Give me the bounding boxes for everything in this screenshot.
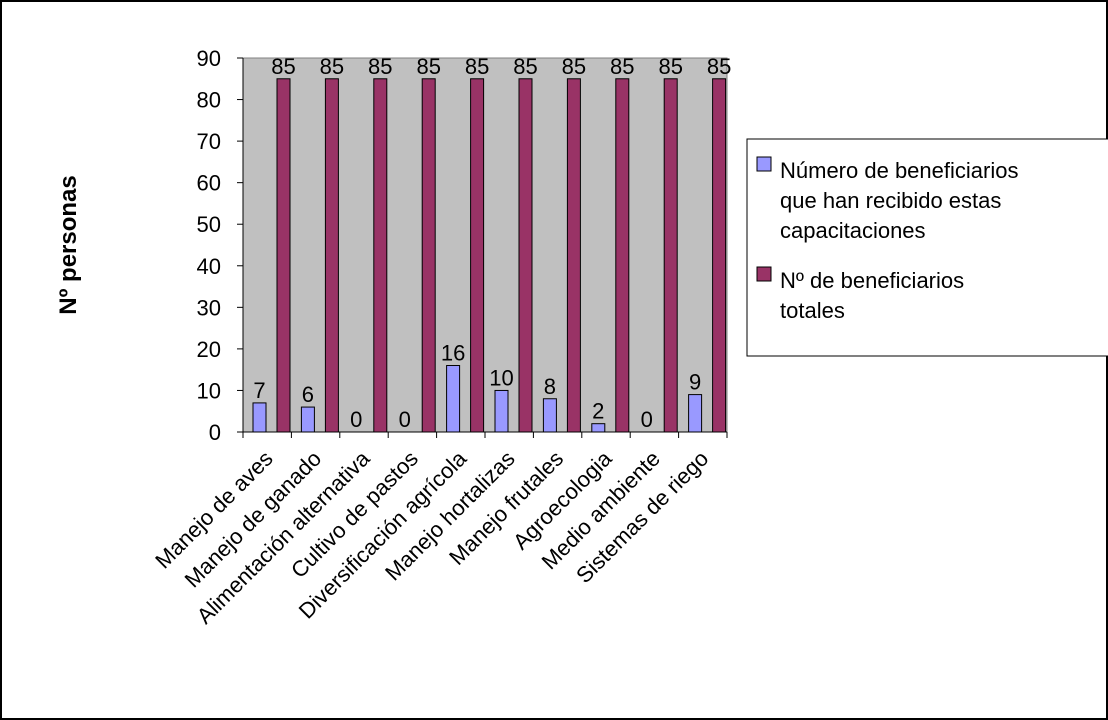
bar-series2-2	[324, 78, 339, 433]
y-tick-label: 70	[197, 129, 221, 154]
bar-series2-9	[663, 78, 678, 433]
data-label-series1-10: 9	[689, 370, 701, 395]
legend-label: Nº de beneficiarios	[780, 268, 964, 293]
bar-series2-7	[566, 78, 581, 433]
data-labels-group: 7 85 6 85 0 85 0 85 16 85 10 85 8 85 2 85 0 85 9 85	[253, 54, 731, 432]
data-label-series1-5: 16	[441, 341, 465, 366]
legend-swatch	[756, 156, 772, 172]
bar-series2-4	[421, 78, 436, 433]
y-tick-label: 0	[209, 420, 221, 445]
data-label-series1-3: 0	[350, 407, 362, 432]
y-tick-label: 30	[197, 295, 221, 320]
y-tick-label: 10	[197, 378, 221, 403]
bar-series2-5	[470, 78, 485, 433]
bar-series2-8	[615, 78, 630, 433]
data-label-series2-6: 85	[513, 54, 537, 79]
bars-group	[252, 78, 727, 433]
data-label-series2-9: 85	[658, 54, 682, 79]
bar-series2-1	[276, 78, 291, 433]
bar-series1-7	[542, 398, 557, 433]
legend-label: que han recibido estas	[780, 188, 1001, 213]
y-tick-label: 40	[197, 254, 221, 279]
legend: Número de beneficiarios que han recibido …	[746, 138, 1108, 357]
data-label-series1-6: 10	[489, 365, 513, 390]
bar-series1-2	[300, 406, 315, 433]
y-tick-label: 80	[197, 88, 221, 113]
data-label-series2-3: 85	[368, 54, 392, 79]
data-label-series2-4: 85	[416, 54, 440, 79]
bar-series2-6	[518, 78, 533, 433]
y-axis: 0 10 20 30 40 50 60 70 80 90	[197, 46, 244, 445]
data-label-series1-8: 2	[592, 399, 604, 424]
legend-box	[746, 138, 1108, 357]
y-tick-label: 50	[197, 212, 221, 237]
legend-swatch	[756, 266, 772, 282]
y-tick-label: 60	[197, 171, 221, 196]
data-label-series2-10: 85	[707, 54, 731, 79]
data-label-series1-2: 6	[302, 382, 314, 407]
data-label-series2-1: 85	[271, 54, 295, 79]
legend-label: capacitaciones	[780, 218, 926, 243]
bar-series2-10	[712, 78, 727, 433]
data-label-series2-7: 85	[562, 54, 586, 79]
legend-label: totales	[780, 298, 845, 323]
bar-series1-1	[252, 402, 267, 433]
bar-series1-6	[494, 389, 509, 433]
bar-series1-10	[688, 394, 703, 433]
bar-series1-8	[591, 423, 606, 433]
y-tick-label: 20	[197, 337, 221, 362]
data-label-series1-1: 7	[253, 378, 265, 403]
plot-area	[242, 57, 728, 433]
data-label-series2-5: 85	[465, 54, 489, 79]
data-label-series2-2: 85	[320, 54, 344, 79]
bar-series2-3	[373, 78, 388, 433]
data-label-series1-4: 0	[399, 407, 411, 432]
data-label-series1-9: 0	[641, 407, 653, 432]
y-tick-label: 90	[197, 46, 221, 71]
data-label-series2-8: 85	[610, 54, 634, 79]
y-axis-label: Nº personas	[55, 175, 82, 314]
bar-series1-5	[446, 365, 461, 433]
data-label-series1-7: 8	[544, 374, 556, 399]
legend-label: Número de beneficiarios	[780, 158, 1018, 183]
